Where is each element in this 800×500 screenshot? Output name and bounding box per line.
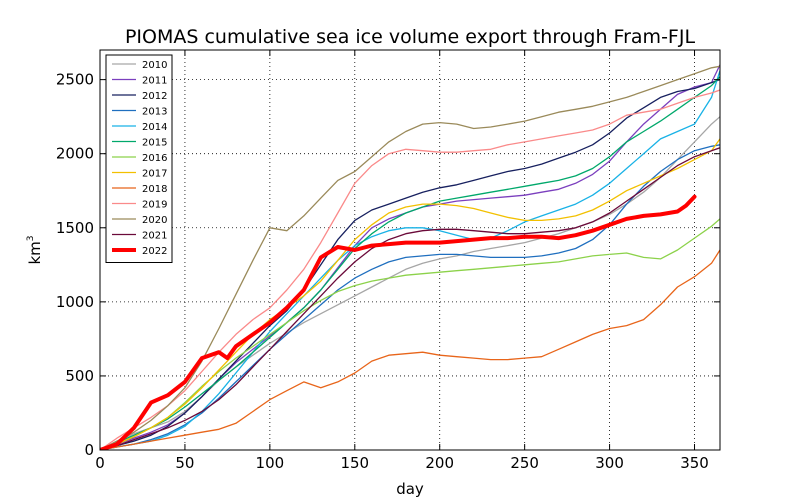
x-tick-label: 300: [595, 454, 624, 472]
legend-label-2017: 2017: [142, 169, 167, 180]
y-tick-label: 1000: [56, 293, 94, 311]
series-line-2022: [100, 194, 697, 450]
series-line-2012: [100, 78, 720, 450]
legend-label-2021: 2021: [142, 231, 167, 242]
legend-label-2014: 2014: [142, 122, 167, 133]
legend-label-2019: 2019: [142, 200, 167, 211]
y-axis-label-superscript: 3: [26, 235, 36, 241]
legend-label-2016: 2016: [142, 153, 167, 164]
series-line-2016: [100, 218, 720, 450]
series-line-2020: [100, 65, 720, 450]
series-line-2018: [100, 249, 720, 450]
legend-label-2018: 2018: [142, 184, 167, 195]
x-tick-label: 200: [425, 454, 454, 472]
x-tick-label: 50: [175, 454, 194, 472]
y-axis-label: km3: [26, 235, 44, 264]
legend-label-2011: 2011: [142, 76, 167, 87]
legend-label-2022: 2022: [142, 246, 167, 257]
legend-label-2015: 2015: [142, 138, 167, 149]
x-tick-label: 150: [340, 454, 369, 472]
series-line-2014: [100, 70, 720, 450]
y-axis-label-unit: km: [26, 241, 44, 264]
grid-lines: [100, 50, 720, 450]
chart-title: PIOMAS cumulative sea ice volume export …: [125, 26, 695, 48]
x-tick-label: 100: [256, 454, 285, 472]
series-line-2021: [100, 147, 720, 450]
legend-label-2013: 2013: [142, 107, 167, 118]
x-axis-label: day: [396, 480, 424, 498]
legend-box: [105, 54, 173, 263]
legend-label-2012: 2012: [142, 91, 167, 102]
axis-ticks: 0 50 100 150 200 250 300 350 0 500 1000 1500 2000 250…: [56, 50, 720, 472]
series-line-2015: [100, 76, 720, 450]
y-tick-label: 0: [84, 441, 94, 459]
series-line-2013: [100, 144, 720, 450]
y-tick-label: 2500: [56, 71, 94, 89]
series-line-2019: [100, 89, 720, 450]
series-line-2017: [100, 138, 720, 450]
y-tick-label: 1500: [56, 219, 94, 237]
plot-frame: [99, 49, 721, 451]
y-tick-label: 500: [65, 367, 94, 385]
y-tick-label: 2000: [56, 145, 94, 163]
legend-label-2020: 2020: [142, 215, 167, 226]
legend-label-2010: 2010: [142, 60, 167, 71]
legend: 2010 2011 2012 2013 2014 2015 2016 2017 2018 2019…: [105, 54, 173, 263]
x-tick-label: 250: [510, 454, 539, 472]
x-tick-label: 0: [95, 454, 105, 472]
x-tick-label: 350: [680, 454, 709, 472]
series-lines: [100, 64, 720, 450]
